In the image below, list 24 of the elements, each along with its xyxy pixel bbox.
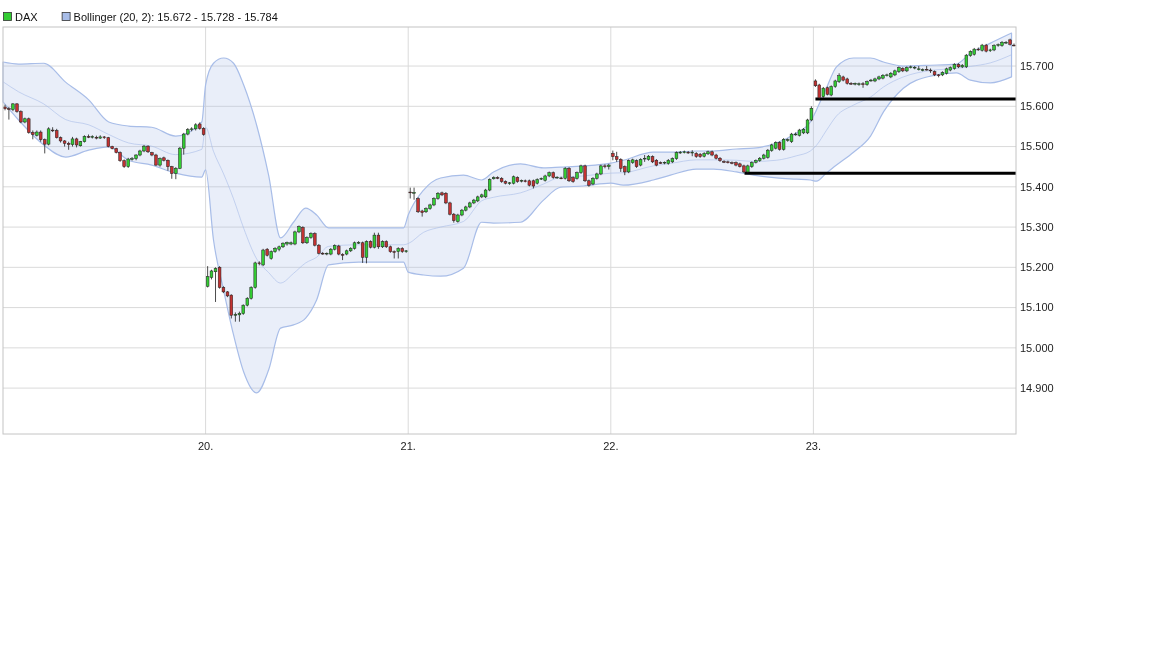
- candlestick: [718, 156, 722, 163]
- candlestick: [7, 106, 11, 120]
- candlestick: [166, 159, 170, 172]
- y-tick-label: 15.700: [1020, 59, 1054, 72]
- y-tick-label: 15.500: [1020, 140, 1054, 153]
- y-tick-label: 15.300: [1020, 220, 1054, 233]
- x-tick-label: 23.: [805, 439, 822, 452]
- candlestick: [229, 293, 233, 319]
- legend-label: DAX: [15, 10, 39, 23]
- y-tick-label: 15.000: [1020, 341, 1054, 354]
- y-tick-label: 15.400: [1020, 180, 1054, 193]
- candlestick: [861, 81, 865, 89]
- x-tick-label: 20.: [197, 439, 214, 452]
- candlestick: [217, 265, 222, 290]
- y-tick-label: 15.100: [1020, 301, 1054, 314]
- x-tick-label: 21.: [400, 439, 416, 452]
- candlestick: [392, 250, 396, 259]
- candlestick: [67, 141, 71, 151]
- x-tick-label: 22.: [603, 439, 619, 452]
- y-tick-label: 15.200: [1020, 261, 1054, 274]
- candlestick: [698, 152, 702, 159]
- legend-label: Bollinger (20, 2): 15.672 - 15.728 - 15.784: [73, 10, 278, 23]
- y-tick-label: 15.600: [1020, 100, 1054, 113]
- y-tick-label: 14.900: [1020, 381, 1054, 394]
